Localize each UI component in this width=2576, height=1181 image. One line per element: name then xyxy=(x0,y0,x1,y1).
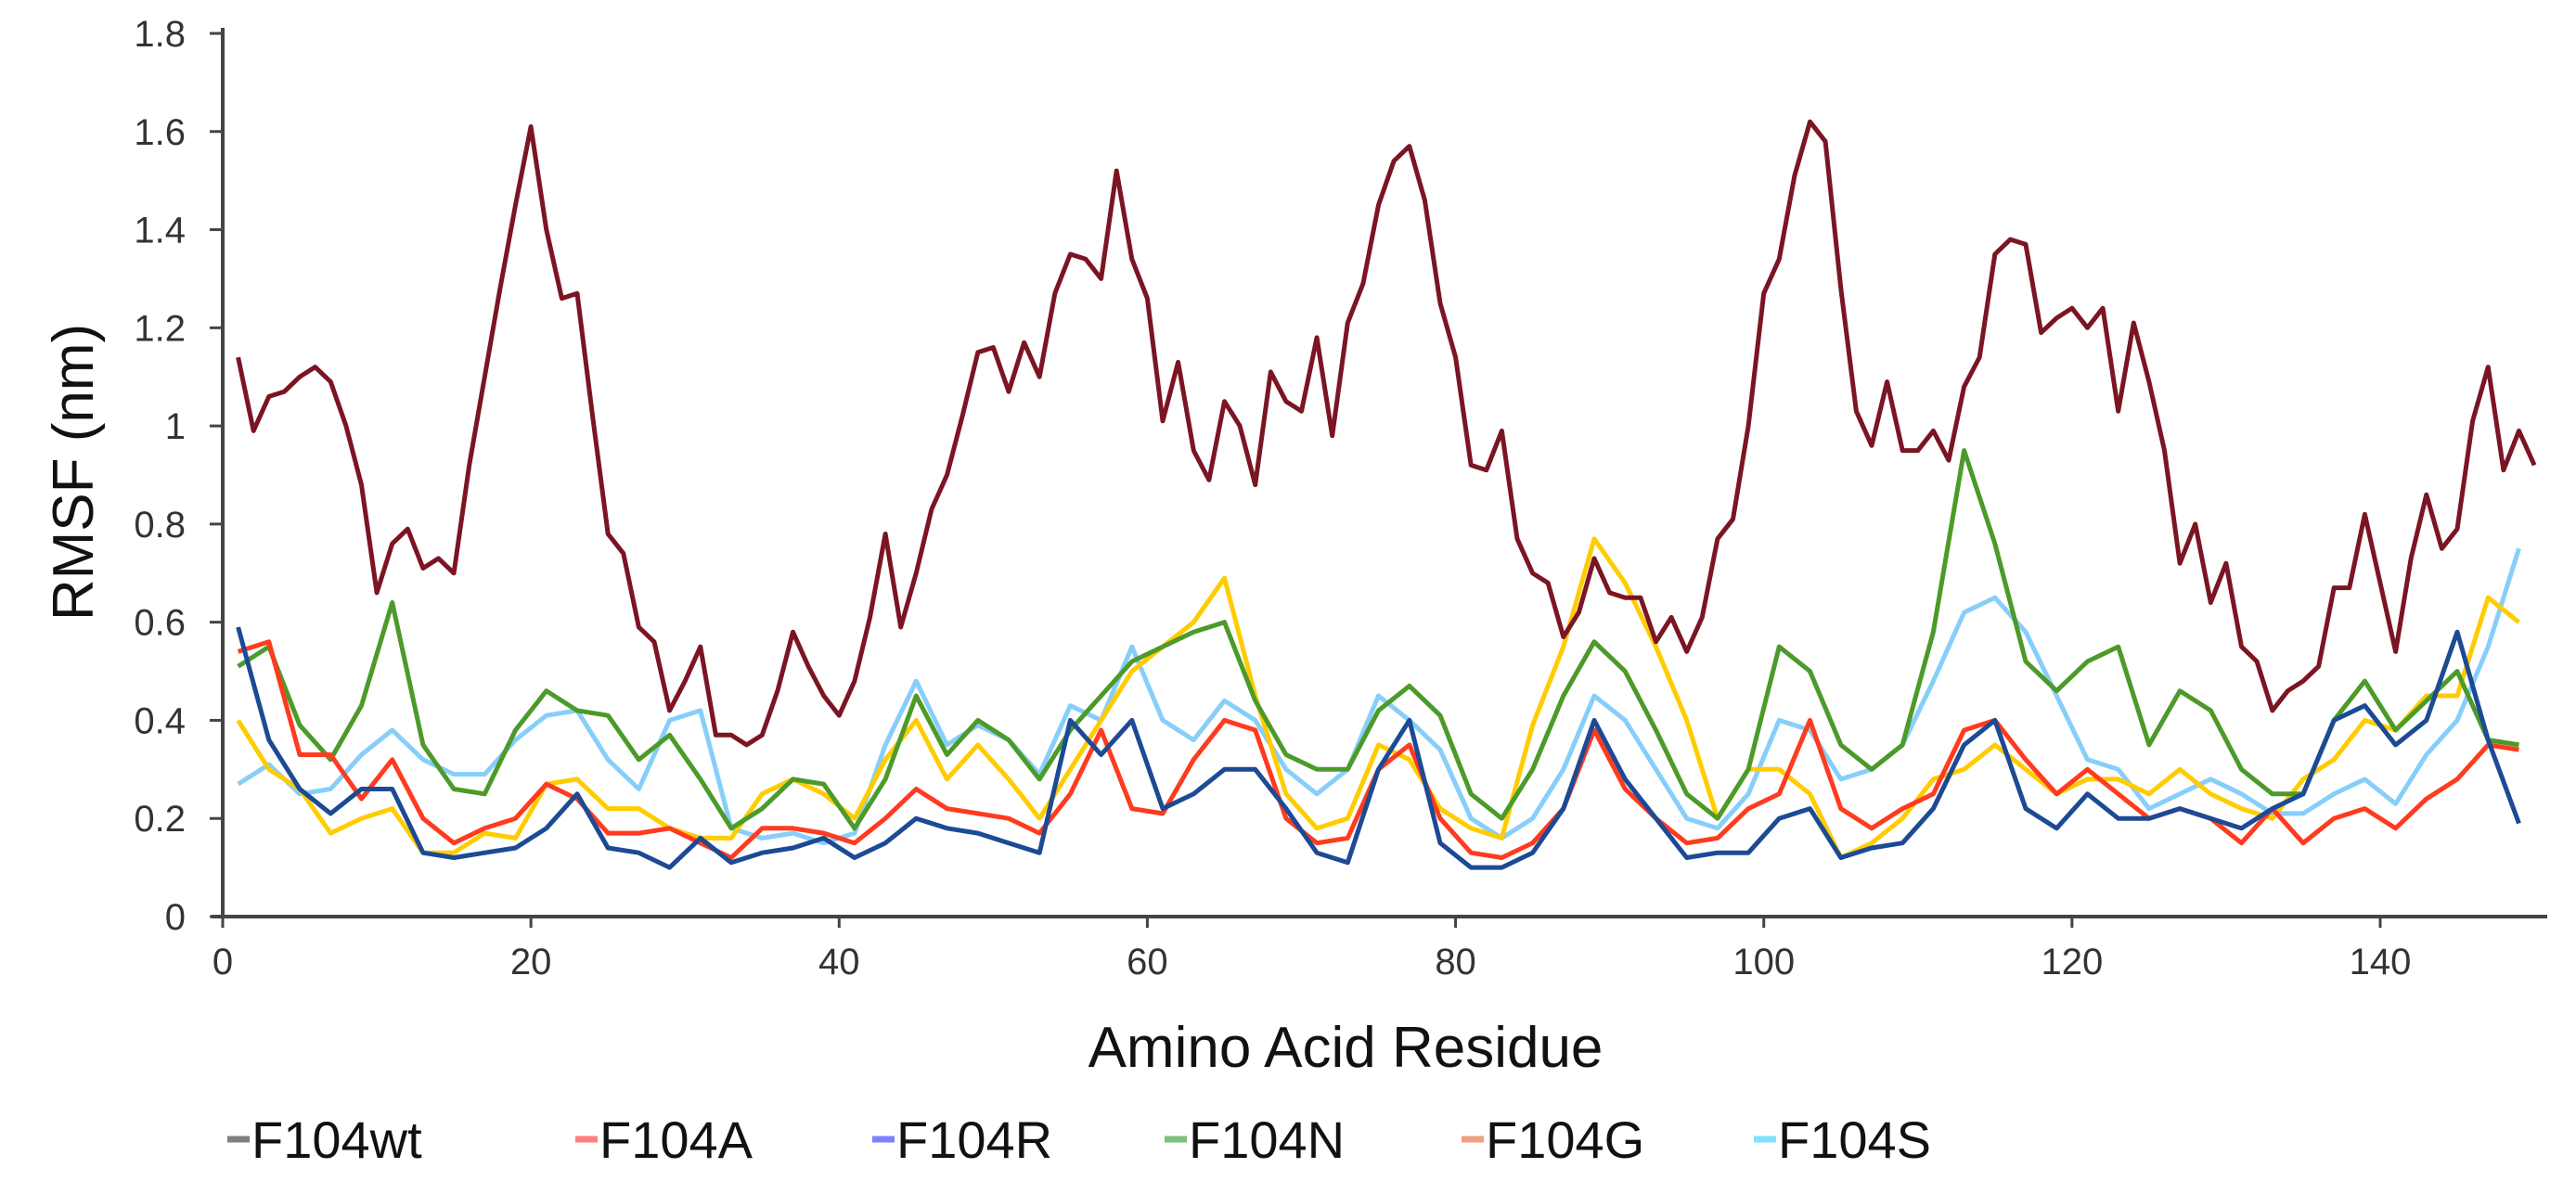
legend-item-f104r: F104R xyxy=(872,1110,1052,1169)
y-tick-label: 0.6 xyxy=(134,603,186,644)
legend-label: F104N xyxy=(1189,1110,1345,1169)
legend-label: F104R xyxy=(896,1110,1052,1169)
series-line-f104n xyxy=(237,448,2519,831)
legend-item-f104n: F104N xyxy=(1165,1110,1345,1169)
legend: F104wt F104A F104R F104N F104G F104S xyxy=(227,1110,1931,1169)
y-tick-label: 1.8 xyxy=(134,14,186,55)
legend-label: F104G xyxy=(1486,1110,1644,1169)
series-line-f104s xyxy=(237,547,2521,846)
y-tick-label: 0 xyxy=(165,897,186,938)
legend-item-f104s: F104S xyxy=(1754,1110,1931,1169)
x-tick-label: 80 xyxy=(1435,942,1476,982)
y-tick-label: 0.4 xyxy=(134,700,186,741)
x-tick-label: 40 xyxy=(818,942,860,982)
legend-label: F104wt xyxy=(251,1110,422,1169)
series-lines xyxy=(236,119,2537,870)
y-tick-label: 1 xyxy=(165,406,186,447)
y-tick-label: 1.2 xyxy=(134,308,186,349)
legend-item-f104g: F104G xyxy=(1462,1110,1644,1169)
y-tick-label: 1.4 xyxy=(134,211,186,251)
x-tick-label: 120 xyxy=(2041,942,2103,982)
x-tick-label: 20 xyxy=(510,942,552,982)
y-axis-title: RMSF (nm) xyxy=(42,324,106,621)
series-line-f104g xyxy=(236,536,2521,860)
y-tick-label: 0.2 xyxy=(134,799,186,840)
x-tick-label: 0 xyxy=(213,942,233,982)
x-ticks: 0 20 40 60 80 100 120 140 xyxy=(213,917,2412,982)
series-line-f104r xyxy=(236,626,2521,870)
x-axis-title: Amino Acid Residue xyxy=(1088,1016,1604,1080)
legend-label: F104A xyxy=(599,1110,753,1169)
x-tick-label: 140 xyxy=(2350,942,2412,982)
x-tick-label: 60 xyxy=(1127,942,1168,982)
series-line-f104wt xyxy=(236,119,2537,748)
legend-item-f104a: F104A xyxy=(575,1110,753,1169)
x-tick-label: 100 xyxy=(1732,942,1795,982)
y-ticks: 0 0.2 0.4 0.6 0.8 1 1.2 1.4 1.6 1.8 xyxy=(134,14,223,938)
legend-item-f104wt: F104wt xyxy=(227,1110,422,1169)
y-tick-label: 1.6 xyxy=(134,112,186,153)
y-tick-label: 0.8 xyxy=(134,505,186,546)
legend-label: F104S xyxy=(1778,1110,1931,1169)
